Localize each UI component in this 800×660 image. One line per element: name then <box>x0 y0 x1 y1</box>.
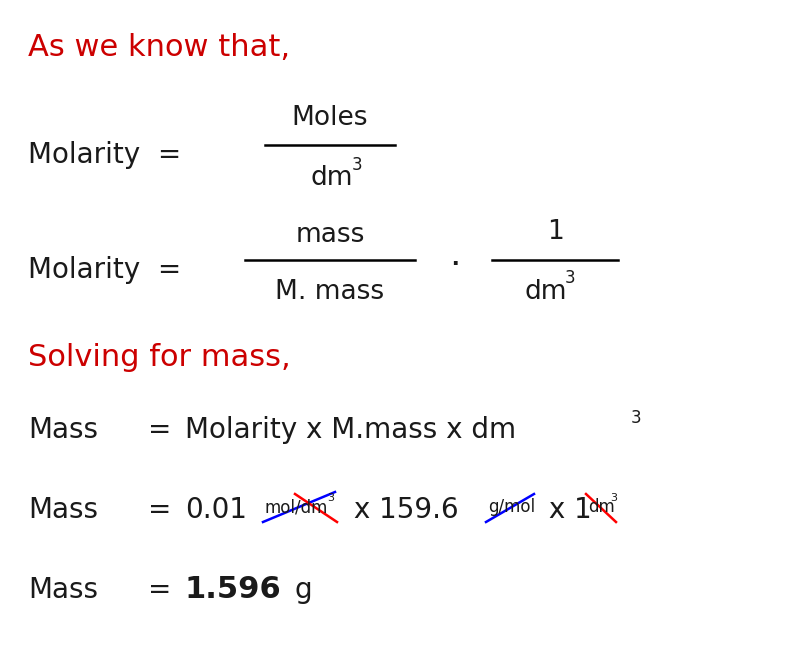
Text: 1.596: 1.596 <box>185 576 282 605</box>
Text: x 159.6: x 159.6 <box>345 496 458 524</box>
Text: Molarity x M.mass x dm: Molarity x M.mass x dm <box>185 416 516 444</box>
Text: Mass: Mass <box>28 496 98 524</box>
Text: Molarity  =: Molarity = <box>28 256 182 284</box>
Text: =: = <box>148 416 171 444</box>
Text: mol/dm: mol/dm <box>265 498 328 516</box>
Text: Mass: Mass <box>28 416 98 444</box>
Text: x 1: x 1 <box>540 496 592 524</box>
Text: mass: mass <box>295 222 365 248</box>
Text: dm: dm <box>525 279 567 305</box>
Text: 3: 3 <box>352 156 362 174</box>
Text: dm: dm <box>588 498 614 516</box>
Text: g/mol: g/mol <box>488 498 535 516</box>
Text: M. mass: M. mass <box>275 279 385 305</box>
Text: 0.01: 0.01 <box>185 496 247 524</box>
Text: =: = <box>148 496 171 524</box>
Text: 3: 3 <box>565 269 576 287</box>
Text: 3: 3 <box>610 493 617 503</box>
Text: Mass: Mass <box>28 576 98 604</box>
Text: 1: 1 <box>546 219 563 245</box>
Text: Moles: Moles <box>292 105 368 131</box>
Text: 3: 3 <box>327 493 334 503</box>
Text: =: = <box>148 576 171 604</box>
Text: 3: 3 <box>631 409 642 427</box>
Text: As we know that,: As we know that, <box>28 34 290 63</box>
Text: Solving for mass,: Solving for mass, <box>28 343 290 372</box>
Text: g: g <box>295 576 313 604</box>
Text: ·: · <box>450 248 461 282</box>
Text: Molarity  =: Molarity = <box>28 141 182 169</box>
Text: dm: dm <box>310 165 353 191</box>
